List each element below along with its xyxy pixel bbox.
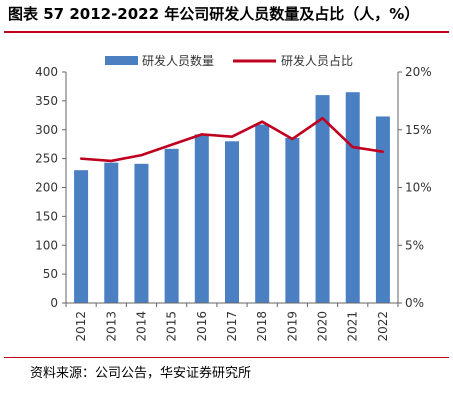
x-tick-label: 2019	[285, 311, 299, 342]
bar-2016	[194, 134, 209, 303]
x-tick-label: 2017	[225, 311, 239, 342]
line-point-2013	[110, 159, 113, 163]
x-tick-label: 2021	[346, 311, 360, 342]
line-point-2012	[79, 157, 83, 160]
x-tick-label: 2014	[134, 311, 148, 342]
legend-swatch-bar	[105, 56, 138, 65]
x-tick-label: 2015	[165, 311, 179, 342]
source-divider	[4, 357, 449, 358]
left-tick-label: 250	[35, 152, 58, 166]
bar-2021	[345, 92, 360, 304]
x-tick-label: 2022	[376, 311, 390, 342]
line-point-2016	[200, 133, 204, 136]
line-point-2020	[321, 117, 324, 120]
chart-title: 图表 57 2012-2022 年公司研发人员数量及占比（人，%）	[8, 5, 420, 23]
line-point-2015	[170, 143, 173, 146]
x-tick-label: 2016	[195, 311, 209, 342]
bar-2014	[134, 163, 149, 303]
bar-2022	[375, 116, 390, 303]
left-axis-ticks: 0 50 100 150 200 250 300 350 400	[35, 65, 58, 310]
bar-2019	[285, 137, 300, 303]
legend-label-line: 研发人员占比	[281, 53, 353, 68]
line-point-2021	[351, 145, 354, 149]
left-tick-label: 200	[35, 181, 58, 195]
line-point-2022	[381, 150, 385, 153]
right-tick-label: 20%	[405, 65, 432, 79]
right-tick-label: 10%	[405, 181, 432, 195]
bar-2013	[104, 162, 119, 303]
x-axis-ticks: 2012 2013 2014 2015 2016 2017 2018 2019 2020 2021…	[74, 311, 390, 342]
x-tick-label: 2018	[255, 311, 269, 342]
legend: 研发人员数量 研发人员占比	[105, 53, 353, 68]
legend-label-bar: 研发人员数量	[142, 53, 214, 68]
x-tick-label: 2013	[104, 311, 118, 342]
source-note: 资料来源：公司公告，华安证券研究所	[30, 366, 252, 381]
left-tick-label: 400	[35, 65, 58, 79]
right-tick-label: 0%	[405, 296, 424, 310]
right-axis-ticks: 0% 5% 10% 15% 20%	[405, 65, 432, 310]
line-point-2017	[230, 135, 234, 138]
line-point-2019	[291, 137, 294, 141]
right-tick-label: 5%	[405, 238, 424, 252]
line-point-2014	[140, 153, 143, 157]
chart: 0 50 100 150 200 250 300 350 400 0% 5% 10% 15% 20% 2…	[35, 53, 432, 342]
left-tick-label: 0	[50, 296, 58, 310]
bar-2012	[74, 170, 89, 303]
line-point-2018	[260, 120, 264, 123]
title-divider	[4, 31, 449, 33]
left-tick-label: 350	[35, 94, 58, 108]
bar-2017	[225, 141, 239, 303]
bar-2018	[255, 124, 270, 304]
bar-series	[74, 92, 390, 304]
x-tick-label: 2020	[316, 311, 330, 342]
bar-2020	[315, 95, 330, 303]
axes	[62, 71, 402, 307]
left-tick-label: 150	[35, 209, 58, 223]
x-tick-label: 2012	[74, 311, 88, 342]
left-tick-label: 300	[35, 123, 58, 137]
left-tick-label: 100	[35, 238, 58, 252]
right-tick-label: 15%	[405, 123, 432, 137]
left-tick-label: 50	[43, 267, 58, 281]
bar-2015	[164, 148, 179, 303]
line-series	[79, 116, 385, 163]
